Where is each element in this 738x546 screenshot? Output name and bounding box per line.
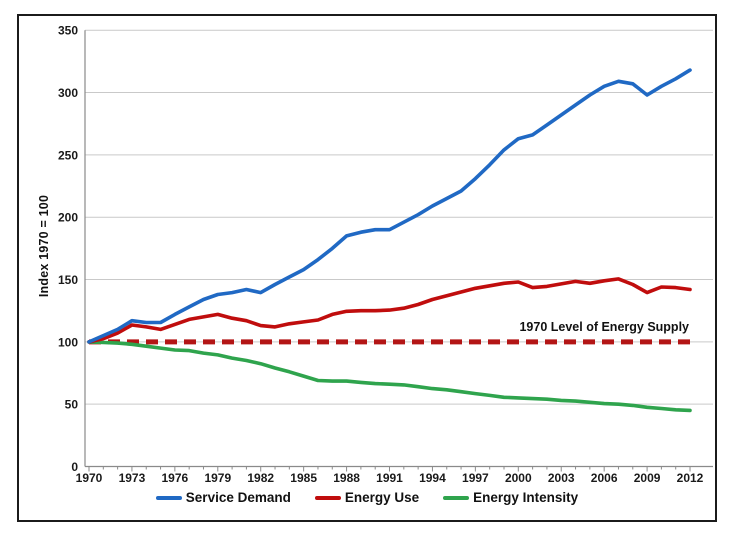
x-tick-label-1997: 1997 <box>462 471 489 485</box>
legend-swatch-energy-intensity <box>443 495 470 500</box>
legend-item-energy-intensity: Energy Intensity <box>443 490 578 505</box>
x-tick-label-2012: 2012 <box>677 471 704 485</box>
y-tick-label-200: 200 <box>58 211 78 225</box>
y-tick-label-0: 0 <box>71 460 78 474</box>
y-tick-label-350: 350 <box>58 24 78 38</box>
series-line-energy-use <box>87 277 692 344</box>
x-tick-label-1973: 1973 <box>119 471 146 485</box>
x-tick-label-2006: 2006 <box>591 471 618 485</box>
legend-swatch-energy-use <box>314 495 341 500</box>
legend-item-energy-use: Energy Use <box>314 490 420 505</box>
x-tick-label-2009: 2009 <box>634 471 661 485</box>
reference-line-label: 1970 Level of Energy Supply <box>519 320 689 334</box>
x-tick-label-1970: 1970 <box>76 471 103 485</box>
x-tick-label-1991: 1991 <box>376 471 403 485</box>
series-line-energy-intensity <box>87 340 692 413</box>
legend-label-service-demand: Service Demand <box>185 490 291 505</box>
x-tick-label-1982: 1982 <box>247 471 274 485</box>
x-tick-label-1985: 1985 <box>290 471 317 485</box>
y-axis-title: Index 1970 = 100 <box>37 194 51 298</box>
x-tick-label-2000: 2000 <box>505 471 532 485</box>
series-line-service-demand <box>87 68 692 344</box>
x-tick-label-1994: 1994 <box>419 471 446 485</box>
legend-label-energy-use: Energy Use <box>344 490 420 505</box>
y-tick-label-150: 150 <box>58 273 78 287</box>
x-tick-label-2003: 2003 <box>548 471 575 485</box>
y-tick-label-50: 50 <box>65 398 79 412</box>
y-tick-label-100: 100 <box>58 335 78 349</box>
x-tick-label-1988: 1988 <box>333 471 360 485</box>
legend-label-energy-intensity: Energy Intensity <box>473 490 579 505</box>
x-tick-label-1979: 1979 <box>204 471 231 485</box>
chart-legend: Service Demand Energy Use Energy Intensi… <box>19 490 715 505</box>
y-tick-label-250: 250 <box>58 148 78 162</box>
x-tick-label-1976: 1976 <box>162 471 189 485</box>
legend-swatch-service-demand <box>155 495 182 500</box>
chart-outer-frame <box>17 14 717 522</box>
y-tick-label-300: 300 <box>58 86 78 100</box>
legend-item-service-demand: Service Demand <box>155 490 291 505</box>
